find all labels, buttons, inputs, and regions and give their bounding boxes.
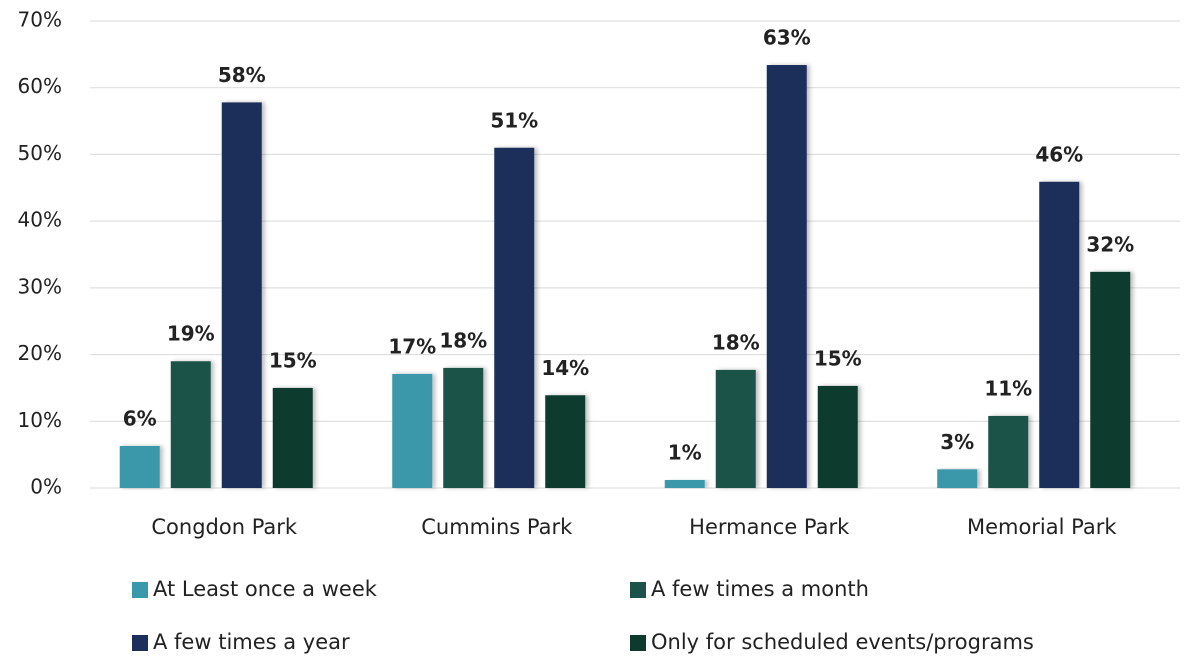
bar bbox=[545, 395, 586, 488]
bar bbox=[221, 102, 262, 489]
x-tick-label: Hermance Park bbox=[689, 515, 850, 539]
bar bbox=[715, 369, 756, 488]
bar bbox=[494, 147, 535, 488]
legend-label: Only for scheduled events/programs bbox=[651, 630, 1034, 654]
bar bbox=[817, 385, 858, 488]
legend-label: At Least once a week bbox=[153, 577, 378, 601]
bar bbox=[392, 373, 433, 488]
bar bbox=[1039, 181, 1080, 488]
bar bbox=[664, 479, 705, 488]
data-label: 15% bbox=[814, 346, 862, 370]
data-label: 46% bbox=[1035, 142, 1083, 166]
data-label: 14% bbox=[541, 356, 589, 380]
y-tick-label: 70% bbox=[18, 8, 62, 32]
bar bbox=[272, 387, 313, 488]
legend-swatch bbox=[132, 635, 148, 651]
data-label: 6% bbox=[123, 406, 157, 430]
bar bbox=[170, 361, 211, 488]
x-tick-label: Congdon Park bbox=[151, 515, 298, 539]
x-tick-label: Memorial Park bbox=[967, 515, 1117, 539]
bar bbox=[988, 415, 1029, 488]
data-label: 1% bbox=[668, 440, 702, 464]
bar bbox=[119, 445, 160, 488]
y-tick-label: 10% bbox=[18, 408, 62, 432]
data-label: 63% bbox=[763, 26, 811, 50]
data-label: 32% bbox=[1086, 232, 1134, 256]
y-tick-label: 50% bbox=[18, 141, 62, 165]
data-label: 15% bbox=[269, 348, 317, 372]
bar bbox=[766, 65, 807, 488]
y-tick-label: 60% bbox=[18, 74, 62, 98]
legend-swatch bbox=[630, 582, 646, 598]
data-label: 58% bbox=[218, 63, 266, 87]
bar bbox=[1090, 271, 1131, 488]
data-label: 19% bbox=[167, 322, 215, 346]
legend-label: A few times a year bbox=[153, 630, 350, 654]
y-tick-label: 0% bbox=[30, 475, 62, 499]
data-label: 11% bbox=[984, 376, 1032, 400]
legend-swatch bbox=[132, 582, 148, 598]
data-label: 17% bbox=[388, 334, 436, 358]
data-label: 3% bbox=[940, 430, 974, 454]
legend-swatch bbox=[630, 635, 646, 651]
data-label: 18% bbox=[712, 330, 760, 354]
data-label: 18% bbox=[439, 328, 487, 352]
bar bbox=[937, 469, 978, 488]
bar bbox=[443, 367, 484, 488]
x-tick-label: Cummins Park bbox=[421, 515, 573, 539]
y-tick-label: 40% bbox=[18, 208, 62, 232]
legend-label: A few times a month bbox=[651, 577, 869, 601]
data-label: 51% bbox=[490, 108, 538, 132]
y-tick-label: 30% bbox=[18, 274, 62, 298]
y-tick-label: 20% bbox=[18, 341, 62, 365]
